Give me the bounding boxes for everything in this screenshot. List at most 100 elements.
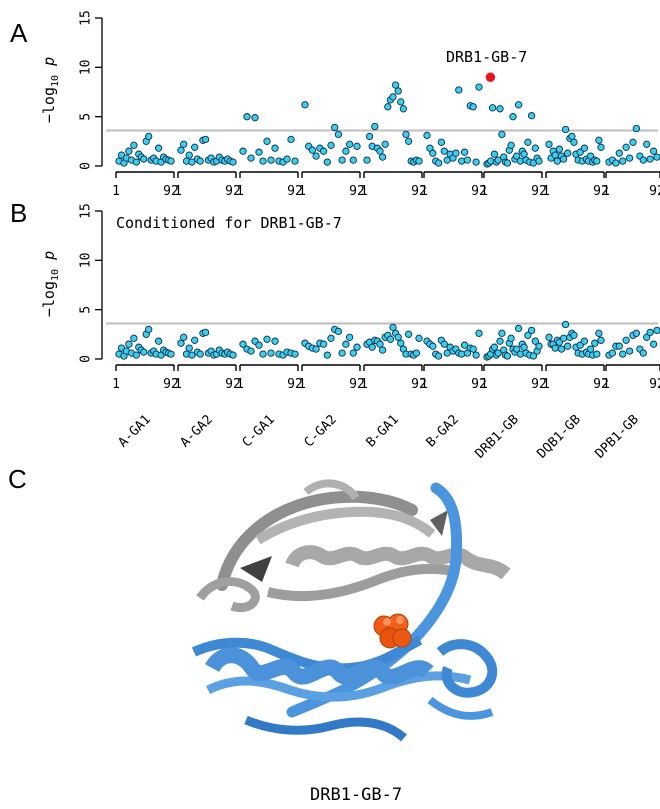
data-point xyxy=(434,352,443,360)
y-axis-label-text: −log10 p xyxy=(40,251,61,317)
data-point xyxy=(415,334,423,342)
data-point xyxy=(561,320,570,329)
data-point xyxy=(154,144,163,152)
panel-letter-a: A xyxy=(10,18,28,48)
data-point xyxy=(455,86,463,94)
data-point xyxy=(394,87,402,95)
data-point xyxy=(625,154,634,162)
data-point xyxy=(545,140,553,148)
region-tick-label-end: 92 xyxy=(593,184,609,199)
region-tick-label-end: 92 xyxy=(411,184,427,199)
data-point xyxy=(327,334,335,342)
data-point xyxy=(301,101,309,109)
data-point xyxy=(555,145,564,153)
region-tick-label-start: 1 xyxy=(542,377,550,392)
data-point xyxy=(586,345,595,353)
data-point xyxy=(619,157,627,165)
data-point xyxy=(132,158,140,166)
region-tick-label-start: 1 xyxy=(174,377,182,392)
data-point xyxy=(180,333,188,341)
region-tick-label-end: 92 xyxy=(349,377,365,392)
data-point xyxy=(353,343,361,351)
data-point xyxy=(312,152,320,160)
data-point xyxy=(349,156,357,164)
data-point xyxy=(437,138,446,146)
data-point xyxy=(188,158,196,166)
data-point xyxy=(291,350,299,358)
data-point xyxy=(229,158,237,166)
data-point xyxy=(397,98,405,106)
data-point xyxy=(531,337,539,345)
region-name-label: DRB1-GB xyxy=(472,412,521,461)
data-point xyxy=(404,330,413,338)
data-point xyxy=(308,146,317,154)
data-point xyxy=(559,155,568,163)
data-point xyxy=(394,333,402,341)
data-point xyxy=(365,132,374,141)
data-point xyxy=(597,336,605,344)
region-labels: A-GA1 A-GA2 C-GA1 C-GA2 B-GA1 B-GA2 DRB1-GB DQB… xyxy=(116,412,642,461)
data-point xyxy=(342,340,350,348)
y-tick-label: 15 xyxy=(79,10,94,26)
data-point xyxy=(386,335,395,343)
data-point xyxy=(363,156,371,164)
data-point xyxy=(338,156,346,164)
data-point xyxy=(514,101,523,109)
panel-letter-c: C xyxy=(8,464,27,494)
data-point xyxy=(287,135,295,144)
data-point xyxy=(653,326,660,335)
data-point xyxy=(331,123,339,132)
y-tick-label: 10 xyxy=(79,60,94,76)
data-point xyxy=(469,103,477,111)
data-point xyxy=(524,138,532,146)
region-tick-label-start: 1 xyxy=(542,184,550,199)
data-point xyxy=(201,328,210,337)
data-point xyxy=(564,149,572,157)
data-point xyxy=(402,130,410,139)
region-name-label: B-GA1 xyxy=(364,412,402,450)
y-tick-label: 0 xyxy=(79,355,94,363)
data-point xyxy=(323,158,331,166)
data-point xyxy=(545,333,553,341)
data-point xyxy=(404,137,413,145)
data-point xyxy=(649,340,658,348)
region-name-label: B-GA2 xyxy=(424,412,462,450)
region-tick-label-start: 1 xyxy=(602,377,610,392)
region-tick-label-end: 92 xyxy=(225,377,241,392)
data-point xyxy=(513,152,521,160)
data-point xyxy=(643,140,651,148)
y-tick-label: 5 xyxy=(79,306,94,314)
data-point xyxy=(368,343,376,351)
data-point xyxy=(283,155,291,163)
data-point xyxy=(597,143,605,151)
region-name-label: A-GA1 xyxy=(116,412,154,450)
data-point xyxy=(629,138,637,146)
data-point xyxy=(490,343,499,351)
data-point xyxy=(191,336,199,344)
data-point xyxy=(498,329,506,337)
data-point xyxy=(229,351,237,359)
data-point xyxy=(319,147,328,155)
data-point xyxy=(593,350,601,358)
data-point xyxy=(378,346,387,354)
data-point xyxy=(243,113,251,121)
protein-structure-image xyxy=(191,479,511,742)
data-point xyxy=(239,147,247,155)
data-point xyxy=(472,351,480,359)
region-tick-label-end: 92 xyxy=(649,184,660,199)
data-point xyxy=(271,144,279,152)
data-point xyxy=(140,348,148,356)
highlight-point xyxy=(485,72,496,82)
data-point xyxy=(434,159,443,167)
data-point xyxy=(154,337,163,345)
data-point xyxy=(639,349,647,357)
data-point xyxy=(625,347,634,355)
data-point xyxy=(488,104,497,112)
panel-letter-b: B xyxy=(10,198,27,228)
data-point xyxy=(130,334,138,342)
data-point xyxy=(646,328,654,337)
data-point xyxy=(595,329,603,337)
data-point xyxy=(125,340,133,348)
y-axis-label-a: −log10 p xyxy=(40,57,61,123)
region-tick-label-end: 92 xyxy=(163,377,179,392)
